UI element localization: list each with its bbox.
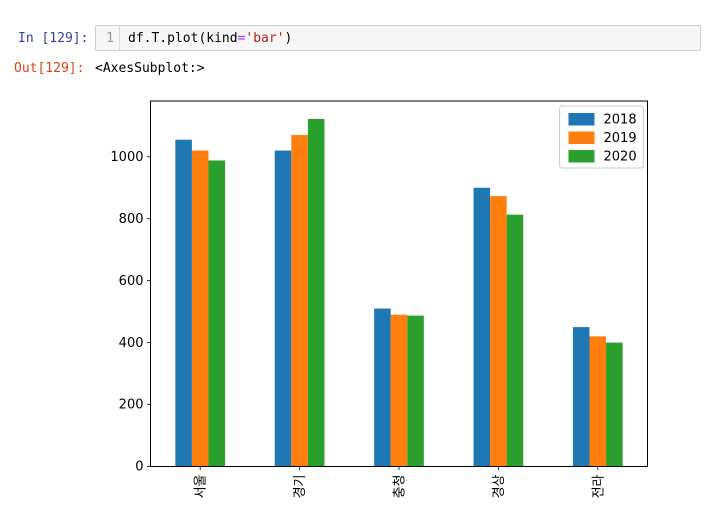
code-tail: )	[284, 31, 293, 46]
bar-충청-2020	[407, 315, 424, 467]
legend: 2018 2019 2020	[559, 105, 644, 169]
code-editor[interactable]: 1 df.T.plot(kind='bar')	[95, 25, 701, 51]
bar-전라-2019	[589, 336, 607, 467]
out-prompt: Out[129]:	[14, 61, 85, 76]
bar-충청-2018	[374, 308, 391, 467]
legend-swatch-2020	[568, 150, 595, 163]
bar-서울-2020	[208, 160, 226, 467]
bar-전라-2020	[606, 342, 623, 467]
line-number: 1	[96, 26, 120, 50]
cell-output-row: Out[129]: <AxesSubplot:>	[0, 59, 705, 76]
legend-swatch-2018	[568, 113, 595, 126]
x-axis: 서울 경기 충청 경상 전라	[194, 466, 606, 499]
in-prompt: In [129]:	[18, 31, 89, 46]
bar-chart-figure: 0 200 400 600 800 1000 서울 경기 충청 경상 전라 2018 2019 2020	[110, 100, 648, 499]
legend-label-2020: 2020	[604, 150, 637, 165]
bar-서울-2019	[191, 150, 209, 467]
bar-경기-2018	[274, 150, 292, 467]
bar-서울-2018	[175, 139, 192, 467]
bar-series-2020	[208, 118, 623, 467]
x-tick-label: 충청	[393, 475, 408, 499]
y-tick-label: 800	[119, 212, 144, 227]
legend-label-2018: 2018	[604, 113, 637, 128]
y-tick-label: 0	[135, 460, 143, 475]
code-operator: =	[237, 31, 246, 46]
axes-frame	[150, 100, 648, 467]
bar-전라-2018	[572, 327, 590, 467]
bar-경기-2019	[291, 135, 308, 467]
output-repr: <AxesSubplot:>	[95, 61, 205, 76]
y-tick-label: 600	[119, 274, 144, 289]
x-tick-label: 경기	[293, 475, 308, 499]
y-tick-label: 1000	[110, 150, 143, 165]
x-tick-label: 서울	[194, 474, 209, 498]
bar-경상-2019	[490, 196, 507, 467]
code-text[interactable]: df.T.plot(kind='bar')	[120, 26, 300, 50]
code-string-literal: 'bar'	[245, 31, 285, 46]
y-tick-label: 200	[119, 398, 144, 413]
bar-series-2018	[175, 139, 590, 467]
y-axis: 0 200 400 600 800 1000	[110, 150, 151, 475]
cell-input-row: In [129]: 1 df.T.plot(kind='bar')	[0, 25, 705, 51]
x-tick-label: 경상	[492, 474, 507, 498]
bar-경상-2018	[473, 187, 491, 467]
y-tick-label: 400	[119, 336, 144, 351]
code-head: df.T.plot(kind	[128, 31, 238, 46]
legend-label-2019: 2019	[604, 131, 637, 146]
bar-경기-2020	[307, 118, 325, 467]
bar-경상-2020	[506, 214, 524, 467]
legend-swatch-2019	[568, 131, 595, 144]
bar-충청-2019	[390, 314, 408, 467]
x-tick-label: 전라	[591, 474, 606, 498]
bar-series-2019	[191, 135, 607, 467]
